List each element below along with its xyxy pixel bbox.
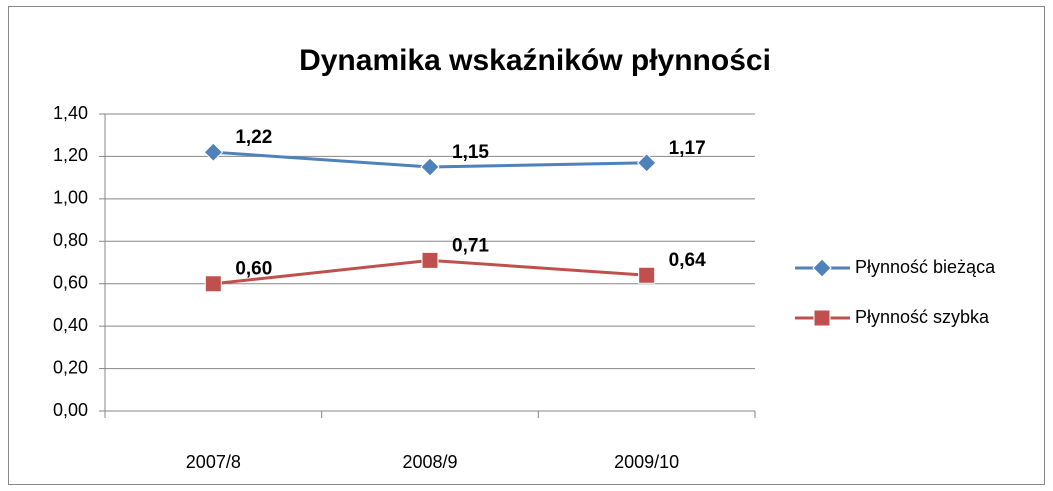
x-tick-label: 2007/8 [186, 452, 241, 472]
y-tick-label: 0,20 [53, 357, 88, 377]
legend-label: Płynność szybka [855, 307, 990, 327]
point-marker [420, 157, 440, 177]
y-tick-label: 0,40 [53, 315, 88, 335]
point-marker [638, 266, 656, 284]
point-marker [204, 275, 222, 293]
chart-title: Dynamika wskaźników płynności [299, 44, 771, 77]
data-label: 1,22 [235, 127, 272, 148]
y-tick-label: 1,40 [53, 103, 88, 123]
data-label: 1,17 [669, 138, 706, 159]
y-tick-label: 0,80 [53, 230, 88, 250]
point-marker [203, 142, 224, 162]
x-tick-label: 2008/9 [402, 452, 457, 472]
y-tick-label: 0,60 [53, 272, 88, 292]
y-tick-label: 1,20 [53, 145, 88, 165]
y-tick-label: 1,00 [53, 188, 88, 208]
data-label: 1,15 [452, 142, 489, 163]
point-marker [636, 153, 657, 173]
y-tick-label: 0,00 [53, 400, 88, 420]
legend-label: Płynność bieżąca [855, 257, 996, 277]
data-label: 0,64 [669, 250, 706, 271]
chart-border [8, 6, 1045, 485]
data-label: 0,71 [452, 235, 489, 256]
x-tick-label: 2009/10 [614, 452, 679, 472]
legend-marker [812, 258, 832, 278]
point-marker [421, 251, 439, 269]
data-label: 0,60 [235, 259, 272, 280]
legend-marker [813, 309, 831, 327]
